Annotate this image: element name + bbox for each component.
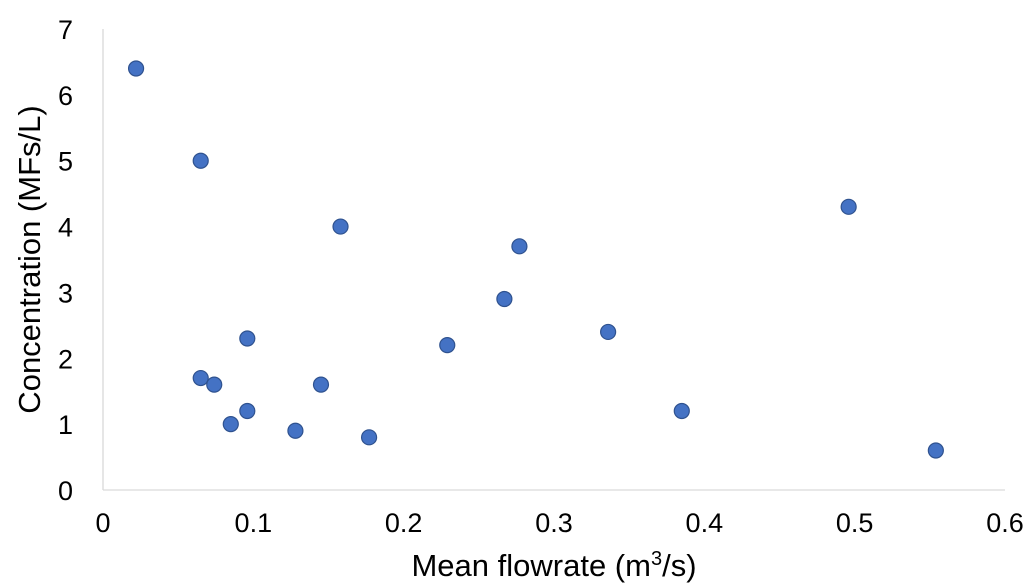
data-point [511, 238, 528, 255]
data-point [287, 422, 304, 439]
y-axis-title: Concentration (MFs/L) [12, 105, 47, 413]
x-tick-label: 0.2 [385, 508, 423, 538]
y-tick-label: 0 [58, 476, 73, 506]
x-tick-label: 0.6 [986, 508, 1024, 538]
data-point [222, 416, 239, 433]
data-point [840, 198, 857, 215]
data-point [496, 290, 513, 308]
y-tick-label: 3 [58, 278, 73, 308]
data-point [206, 376, 223, 393]
x-tick-label: 0.4 [686, 508, 724, 538]
x-axis-title: Mean flowrate (m3/s) [411, 548, 696, 583]
y-tick-label: 5 [58, 147, 73, 177]
data-point [312, 376, 330, 393]
data-point [239, 402, 256, 420]
x-tick-label: 0.1 [235, 508, 273, 538]
data-point [927, 442, 944, 459]
data-point [192, 152, 209, 169]
data-points [127, 60, 944, 459]
x-tick-label: 0.5 [836, 508, 874, 538]
y-tick-label: 7 [58, 15, 73, 45]
y-tick-label: 2 [58, 344, 73, 374]
y-tick-labels: 0 1 2 3 4 5 6 7 [58, 15, 73, 506]
data-point [439, 337, 456, 354]
axes [102, 29, 1005, 491]
data-point [127, 60, 145, 77]
data-point [239, 330, 256, 347]
data-point [673, 402, 690, 420]
data-point [360, 429, 378, 446]
y-tick-label: 1 [58, 410, 73, 440]
data-point [192, 369, 209, 387]
x-tick-label: 0.3 [535, 508, 573, 538]
y-tick-label: 6 [58, 81, 73, 111]
x-tick-label: 0 [95, 508, 110, 538]
data-point [600, 323, 617, 341]
x-tick-labels: 0 0.1 0.2 0.3 0.4 0.5 0.6 [95, 508, 1023, 538]
data-point [332, 218, 349, 235]
y-tick-label: 4 [58, 213, 73, 243]
